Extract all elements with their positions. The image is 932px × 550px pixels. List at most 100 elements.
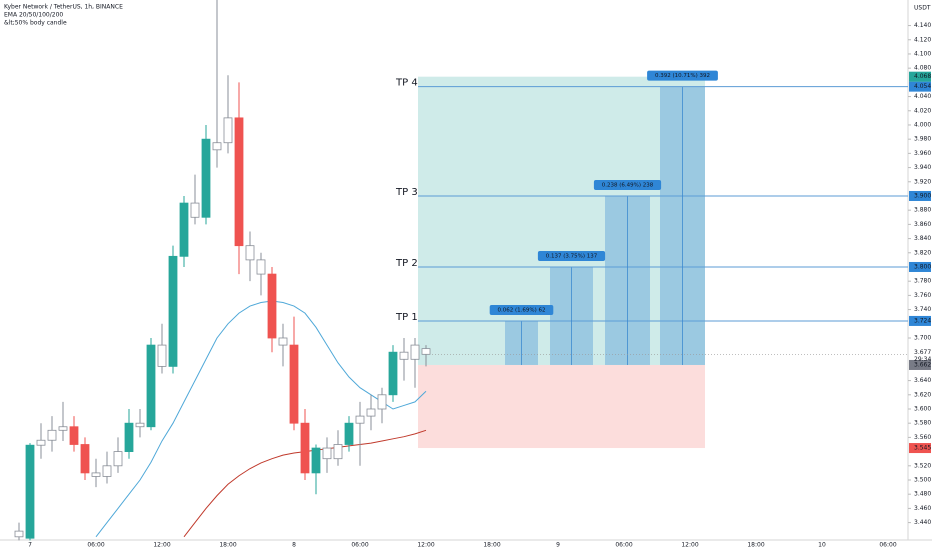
indicator-label: &lt;50% body candle (4, 20, 67, 27)
y-tick-label: 3.820 (914, 249, 931, 256)
target-name: TP 2 (395, 258, 418, 269)
y-tick-label: 3.580 (914, 420, 931, 427)
price-label-bg (909, 81, 931, 92)
x-tick-label: 18:00 (483, 542, 500, 549)
candle-body (91, 472, 101, 477)
x-tick-label: 12:00 (153, 542, 170, 549)
y-tick-label: 3.520 (914, 462, 931, 469)
y-tick-label: 3.500 (914, 477, 931, 484)
candle-body (124, 422, 134, 452)
target-info: 0.238 (6.49%) 238 (602, 182, 654, 188)
y-tick-label: 3.920 (914, 178, 931, 185)
candle-body (300, 422, 310, 474)
candle-body (234, 117, 244, 247)
x-tick-label: 06:00 (351, 542, 368, 549)
price-label: 3.545 (914, 445, 931, 452)
x-tick-label: 06:00 (879, 542, 896, 549)
y-tick-label: 4.020 (914, 107, 931, 114)
y-tick-label: 3.860 (914, 221, 931, 228)
target-info: 0.392 (10.71%) 392 (655, 73, 710, 79)
candle-body (146, 344, 156, 428)
y-tick-label: 3.600 (914, 405, 931, 412)
y-tick-label: 3.780 (914, 278, 931, 285)
y-tick-label: 3.740 (914, 306, 931, 313)
candle-body (25, 444, 35, 539)
y-tick-label: 3.480 (914, 491, 931, 498)
candle-body (377, 394, 387, 410)
price-label: 3.900 (914, 192, 931, 199)
y-tick-label: 3.960 (914, 150, 931, 157)
x-tick-label: 9 (556, 542, 560, 549)
target-info-bg (593, 179, 662, 190)
target-name: TP 4 (395, 78, 418, 89)
candle-body (278, 337, 288, 346)
x-tick-label: 12:00 (681, 542, 698, 549)
y-tick-label: 3.940 (914, 164, 931, 171)
chart-title: Kyber Network / TetherUS, 1h, BINANCE (4, 4, 123, 11)
y-tick-label: 4.080 (914, 65, 931, 72)
x-tick-label: 10 (818, 542, 826, 549)
x-tick-label: 06:00 (615, 542, 632, 549)
candle-body (80, 444, 90, 474)
y-tick-label: 3.640 (914, 377, 931, 384)
candle-body (58, 426, 68, 431)
y-tick-label: 3.440 (914, 519, 931, 526)
candle-body (47, 429, 57, 441)
candle-body (168, 255, 178, 367)
candle-body (399, 351, 409, 360)
y-tick-label: 4.000 (914, 121, 931, 128)
loss-zone (418, 364, 705, 449)
candle-body (366, 408, 376, 417)
y-tick-label: 3.460 (914, 505, 931, 512)
y-tick-label: 3.760 (914, 292, 931, 299)
candle-body (355, 415, 365, 424)
candle-body (410, 344, 420, 360)
candle-body (223, 117, 233, 144)
y-tick-label: 3.620 (914, 391, 931, 398)
x-tick-label: 7 (28, 542, 32, 549)
target-info-bg (537, 250, 606, 261)
target-info: 0.137 (3.75%) 137 (546, 253, 598, 259)
countdown-label: 29:34 (914, 356, 931, 363)
target-name: TP 3 (395, 187, 418, 198)
candle-body (322, 447, 332, 460)
price-label-bg (909, 190, 931, 201)
y-tick-label: 4.100 (914, 50, 931, 57)
candle-body (344, 422, 354, 445)
candle-body (157, 344, 167, 367)
indicator-label: EMA 20/50/100/200 (4, 12, 63, 19)
profit-zone (418, 76, 705, 365)
candle-body (190, 202, 200, 218)
target-info-bg (647, 70, 718, 81)
price-label-bg (909, 315, 931, 326)
candle-body (179, 202, 189, 257)
current-price-label: 3.677 (914, 349, 931, 356)
y-tick-label: 3.840 (914, 235, 931, 242)
candle-body (421, 348, 431, 355)
candle-body (201, 138, 211, 218)
candle-body (69, 426, 79, 445)
y-tick-label: 4.140 (914, 22, 931, 29)
target-info-bg (489, 304, 554, 315)
candle-body (135, 422, 145, 428)
candle-body (388, 351, 398, 396)
price-label: 4.068 (914, 73, 931, 80)
candle-body (102, 465, 112, 477)
y-tick-label: 3.700 (914, 334, 931, 341)
candle-body (267, 273, 277, 339)
x-tick-label: 18:00 (747, 542, 764, 549)
candle-body (36, 439, 46, 446)
price-label-bg (909, 261, 931, 272)
x-tick-label: 8 (292, 542, 296, 549)
candle-body (113, 451, 123, 467)
x-tick-label: 18:00 (219, 542, 236, 549)
x-tick-label: 06:00 (87, 542, 104, 549)
target-info: 0.062 (1.69%) 62 (497, 307, 545, 313)
currency-label: USDT (914, 5, 931, 12)
candle-body (311, 447, 321, 474)
candle-body (256, 259, 266, 275)
x-tick-label: 12:00 (417, 542, 434, 549)
candle-body (212, 142, 222, 151)
